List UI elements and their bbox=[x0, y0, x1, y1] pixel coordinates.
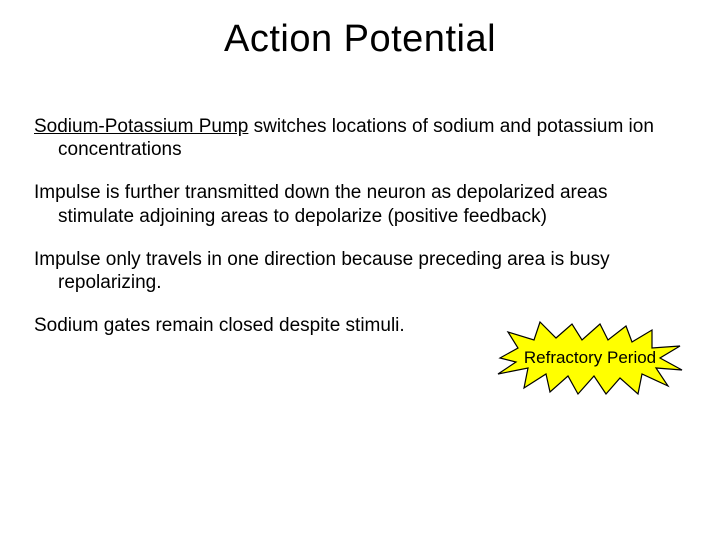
paragraph-pump: Sodium-Potassium Pump switches locations… bbox=[34, 115, 674, 161]
pump-term: Sodium-Potassium Pump bbox=[34, 116, 248, 137]
paragraph-impulse-transmit: Impulse is further transmitted down the … bbox=[34, 181, 674, 227]
starburst-shape bbox=[498, 322, 682, 394]
slide: Action Potential Sodium-Potassium Pump s… bbox=[0, 0, 720, 540]
paragraph-one-direction: Impulse only travels in one direction be… bbox=[34, 248, 674, 294]
starburst-icon bbox=[490, 318, 690, 398]
slide-title: Action Potential bbox=[0, 18, 720, 61]
refractory-callout: Refractory Period bbox=[490, 318, 690, 398]
